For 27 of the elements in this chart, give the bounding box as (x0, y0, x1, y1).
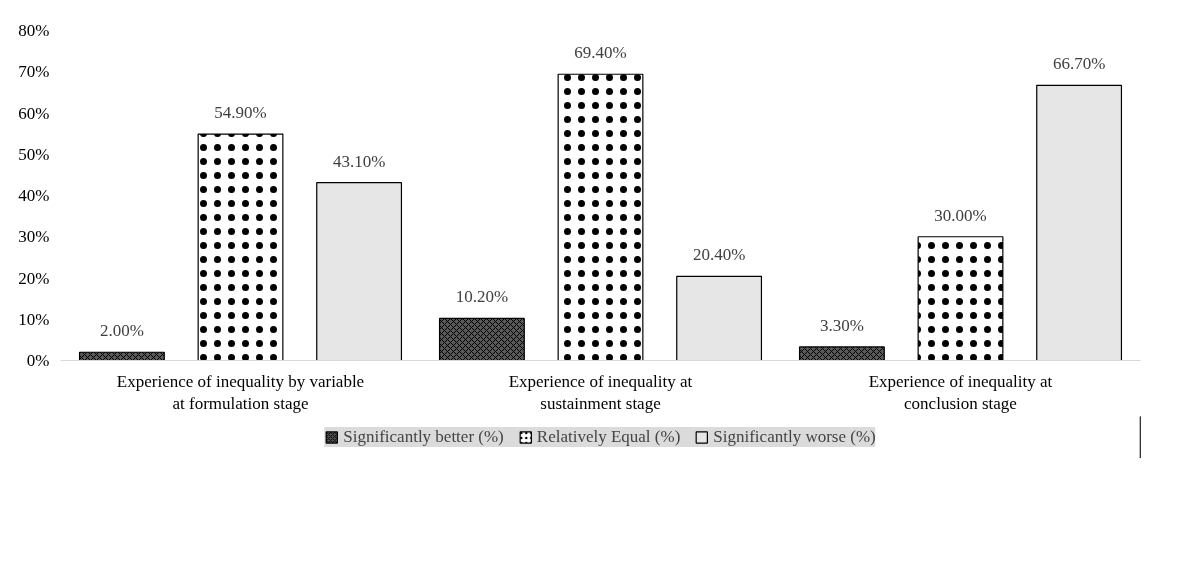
data-label: 54.90% (214, 103, 267, 123)
y-tick-label: 0% (26, 351, 50, 370)
data-label: 66.70% (1052, 54, 1106, 74)
y-tick-label: 40% (18, 186, 50, 205)
legend-label: Relatively Equal (%) (536, 427, 681, 447)
legend-label: Significantly better (%) (343, 427, 504, 447)
y-tick-label: 80% (18, 21, 50, 40)
x-tick-label: Experience of inequality at sustainment stage (508, 371, 693, 414)
y-tick-label: 60% (18, 103, 50, 123)
data-label: 3.30% (819, 315, 864, 335)
bar (1036, 84, 1123, 361)
y-tick-label: 30% (18, 227, 50, 247)
y-tick-label: 50% (18, 144, 50, 164)
data-label: 10.20% (455, 287, 509, 307)
bar (676, 275, 763, 361)
y-tick-label: 20% (18, 268, 50, 288)
data-label: 69.40% (574, 43, 627, 63)
y-tick-label: 10% (18, 309, 50, 329)
x-tick-label: Experience of inequality at conclusion stage (868, 371, 1053, 414)
y-tick-label: 70% (18, 62, 50, 82)
bar (316, 182, 403, 361)
data-label: 2.00% (99, 321, 144, 341)
legend-label: Significantly worse (%) (713, 427, 876, 447)
data-label: 30.00% (934, 205, 987, 225)
data-label: 20.40% (692, 245, 746, 265)
data-label: 43.10% (332, 151, 386, 171)
x-tick-label: Experience of inequality by variable at formulation stage (116, 371, 365, 414)
